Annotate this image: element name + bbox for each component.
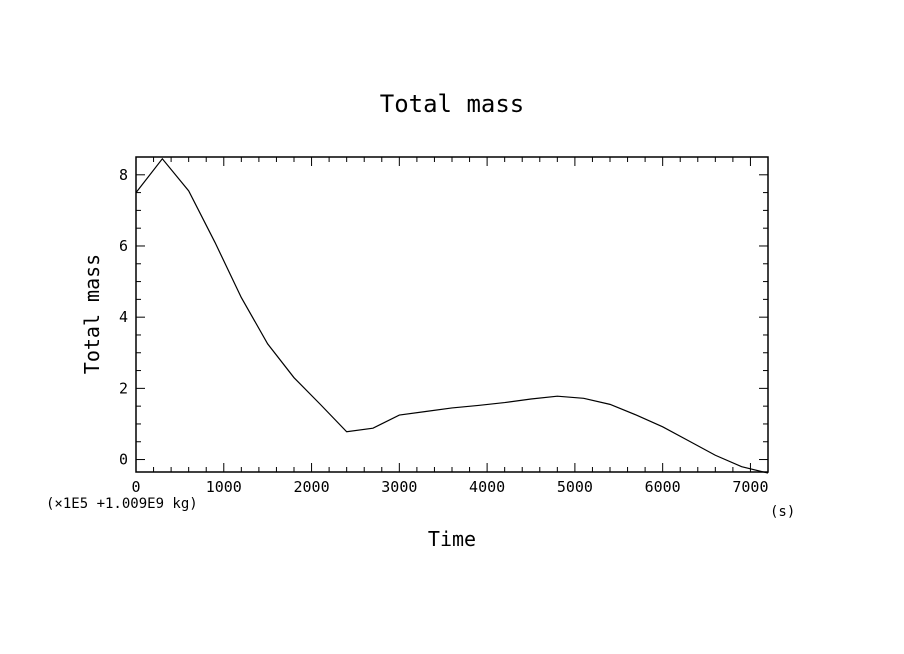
x-tick-label: 7000 — [732, 478, 768, 496]
x-tick-label: 4000 — [469, 478, 505, 496]
x-axis-ticks — [135, 157, 769, 472]
x-tick-label: 6000 — [645, 478, 681, 496]
chart-title: Total mass — [380, 90, 525, 118]
x-tick-label: 0 — [131, 478, 140, 496]
x-tick-label: 3000 — [381, 478, 417, 496]
y-tick-label: 8 — [119, 166, 128, 184]
x-tick-label: 5000 — [557, 478, 593, 496]
x-tick-label: 2000 — [293, 478, 329, 496]
y-axis-unit: (×1E5 +1.009E9 kg) — [46, 496, 198, 512]
series-line — [135, 157, 769, 474]
y-axis-ticks — [136, 156, 768, 461]
y-axis-tick-labels: 0 2 4 6 8 — [119, 166, 128, 469]
y-tick-label: 4 — [119, 308, 128, 326]
y-tick-label: 6 — [119, 237, 128, 255]
x-axis-label: Time — [428, 527, 476, 551]
x-axis-unit: (s) — [770, 504, 795, 520]
y-tick-label: 0 — [119, 451, 128, 469]
x-axis-tick-labels: 0 1000 2000 3000 4000 5000 6000 7000 — [131, 478, 768, 496]
x-tick-label: 1000 — [206, 478, 242, 496]
y-axis-label: Total mass — [80, 254, 104, 374]
plot-frame — [135, 156, 769, 473]
y-tick-label: 2 — [119, 379, 128, 397]
